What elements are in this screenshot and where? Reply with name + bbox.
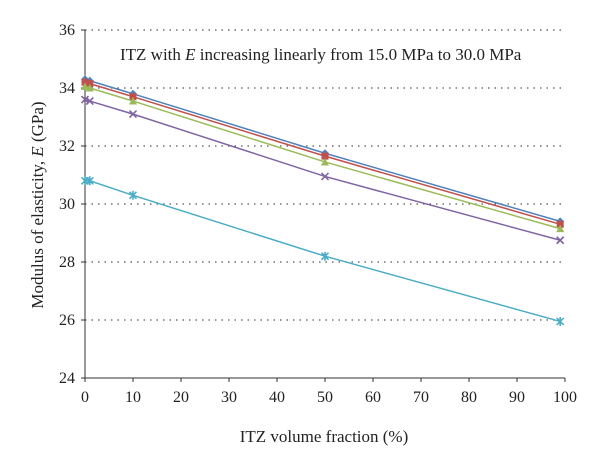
y-axis-title: Modulus of elasticity, E (GPa)	[28, 101, 47, 308]
series-5-point-1	[85, 176, 94, 186]
y-tick-label-30: 30	[59, 196, 75, 213]
series-1-line	[84, 78, 561, 223]
x-tick-label-30: 30	[221, 389, 237, 406]
series-4-point-10	[128, 110, 138, 119]
tick-labels: 24 26 28 30 32 34 36 0 10 20 30 40 50 60 70 80 90 100	[59, 22, 577, 406]
x-tick-label-20: 20	[173, 389, 189, 406]
y-tick-label-28: 28	[59, 254, 75, 271]
series-4-point-1	[85, 96, 94, 106]
axes	[81, 29, 566, 382]
x-tick-label-60: 60	[365, 389, 381, 406]
series-3-point-0	[81, 82, 89, 91]
series-5-point-99	[556, 316, 565, 326]
x-tick-label-40: 40	[269, 389, 285, 406]
series-4-point-50	[320, 172, 330, 181]
y-axis-title-suffix: (GPa)	[28, 101, 47, 146]
series-4	[80, 95, 565, 245]
series-5-line	[85, 180, 561, 323]
x-tick-label-80: 80	[461, 389, 477, 406]
series-5	[80, 176, 565, 326]
x-tick-label-100: 100	[553, 389, 577, 406]
series-4-point-99	[556, 236, 565, 245]
series-5-point-10	[128, 190, 138, 200]
x-tick-label-50: 50	[317, 389, 333, 406]
y-tick-label-32: 32	[59, 138, 75, 155]
annotation-prefix: ITZ with	[120, 45, 185, 64]
y-tick-label-36: 36	[59, 22, 75, 39]
series-4-line	[84, 98, 561, 241]
chart-annotation: ITZ with E increasing linearly from 15.0…	[120, 45, 522, 64]
annotation-italic: E	[184, 45, 196, 64]
series-3-point-99	[556, 224, 565, 233]
series-2-point-50	[321, 152, 329, 160]
series-1	[81, 75, 565, 226]
series-3-point-1	[85, 84, 94, 92]
annotation-suffix: increasing linearly from 15.0 MPa to 30.…	[196, 45, 522, 64]
x-tick-label-70: 70	[413, 389, 429, 406]
series-group	[80, 75, 565, 326]
series-4-point-0	[80, 95, 90, 104]
series-2-point-1	[86, 80, 94, 88]
y-tick-label-26: 26	[59, 312, 75, 329]
y-axis-title-prefix: Modulus of elasticity,	[28, 157, 47, 309]
x-axis-title: ITZ volume fraction (%)	[240, 427, 409, 446]
series-2-point-99	[556, 220, 564, 228]
series-3-point-50	[321, 157, 329, 166]
x-tick-label-0: 0	[81, 389, 89, 406]
series-3	[81, 82, 565, 233]
series-5-point-50	[320, 251, 330, 261]
y-axis-title-italic: E	[28, 146, 47, 158]
series-2	[81, 78, 564, 228]
x-tick-label-10: 10	[125, 389, 141, 406]
series-3-point-10	[129, 97, 137, 105]
y-tick-label-24: 24	[59, 370, 75, 387]
y-tick-label-34: 34	[59, 80, 75, 97]
x-tick-label-90: 90	[509, 389, 525, 406]
series-2-point-10	[129, 93, 137, 101]
gridlines	[85, 29, 565, 321]
series-2-point-0	[81, 78, 89, 86]
